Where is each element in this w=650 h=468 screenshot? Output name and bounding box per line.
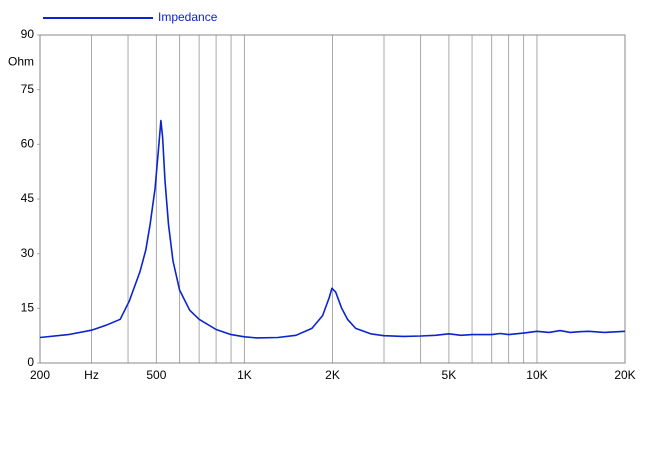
plot-frame <box>39 34 626 364</box>
x-tick-label: 10K <box>526 368 547 382</box>
y-tick-label: 0 <box>27 355 34 369</box>
x-tick-label: Hz <box>84 368 99 382</box>
y-tick-label: 75 <box>21 82 35 96</box>
y-tick-label: 90 <box>21 27 35 41</box>
x-tick-label: 2K <box>325 368 340 382</box>
legend-label: Impedance <box>158 10 218 24</box>
y-tick-label: 60 <box>21 137 35 151</box>
y-axis-label: Ohm <box>8 55 34 69</box>
line-series <box>39 119 626 339</box>
x-tick-label: 1K <box>237 368 252 382</box>
y-tick-label: 15 <box>21 301 35 315</box>
x-tick-label: 200 <box>30 368 50 382</box>
y-tick-label: 45 <box>21 191 35 205</box>
x-tick-label: 500 <box>146 368 166 382</box>
x-tick-label: 5K <box>442 368 457 382</box>
y-tick-label: 30 <box>21 246 35 260</box>
x-tick-label: 20K <box>614 368 635 382</box>
